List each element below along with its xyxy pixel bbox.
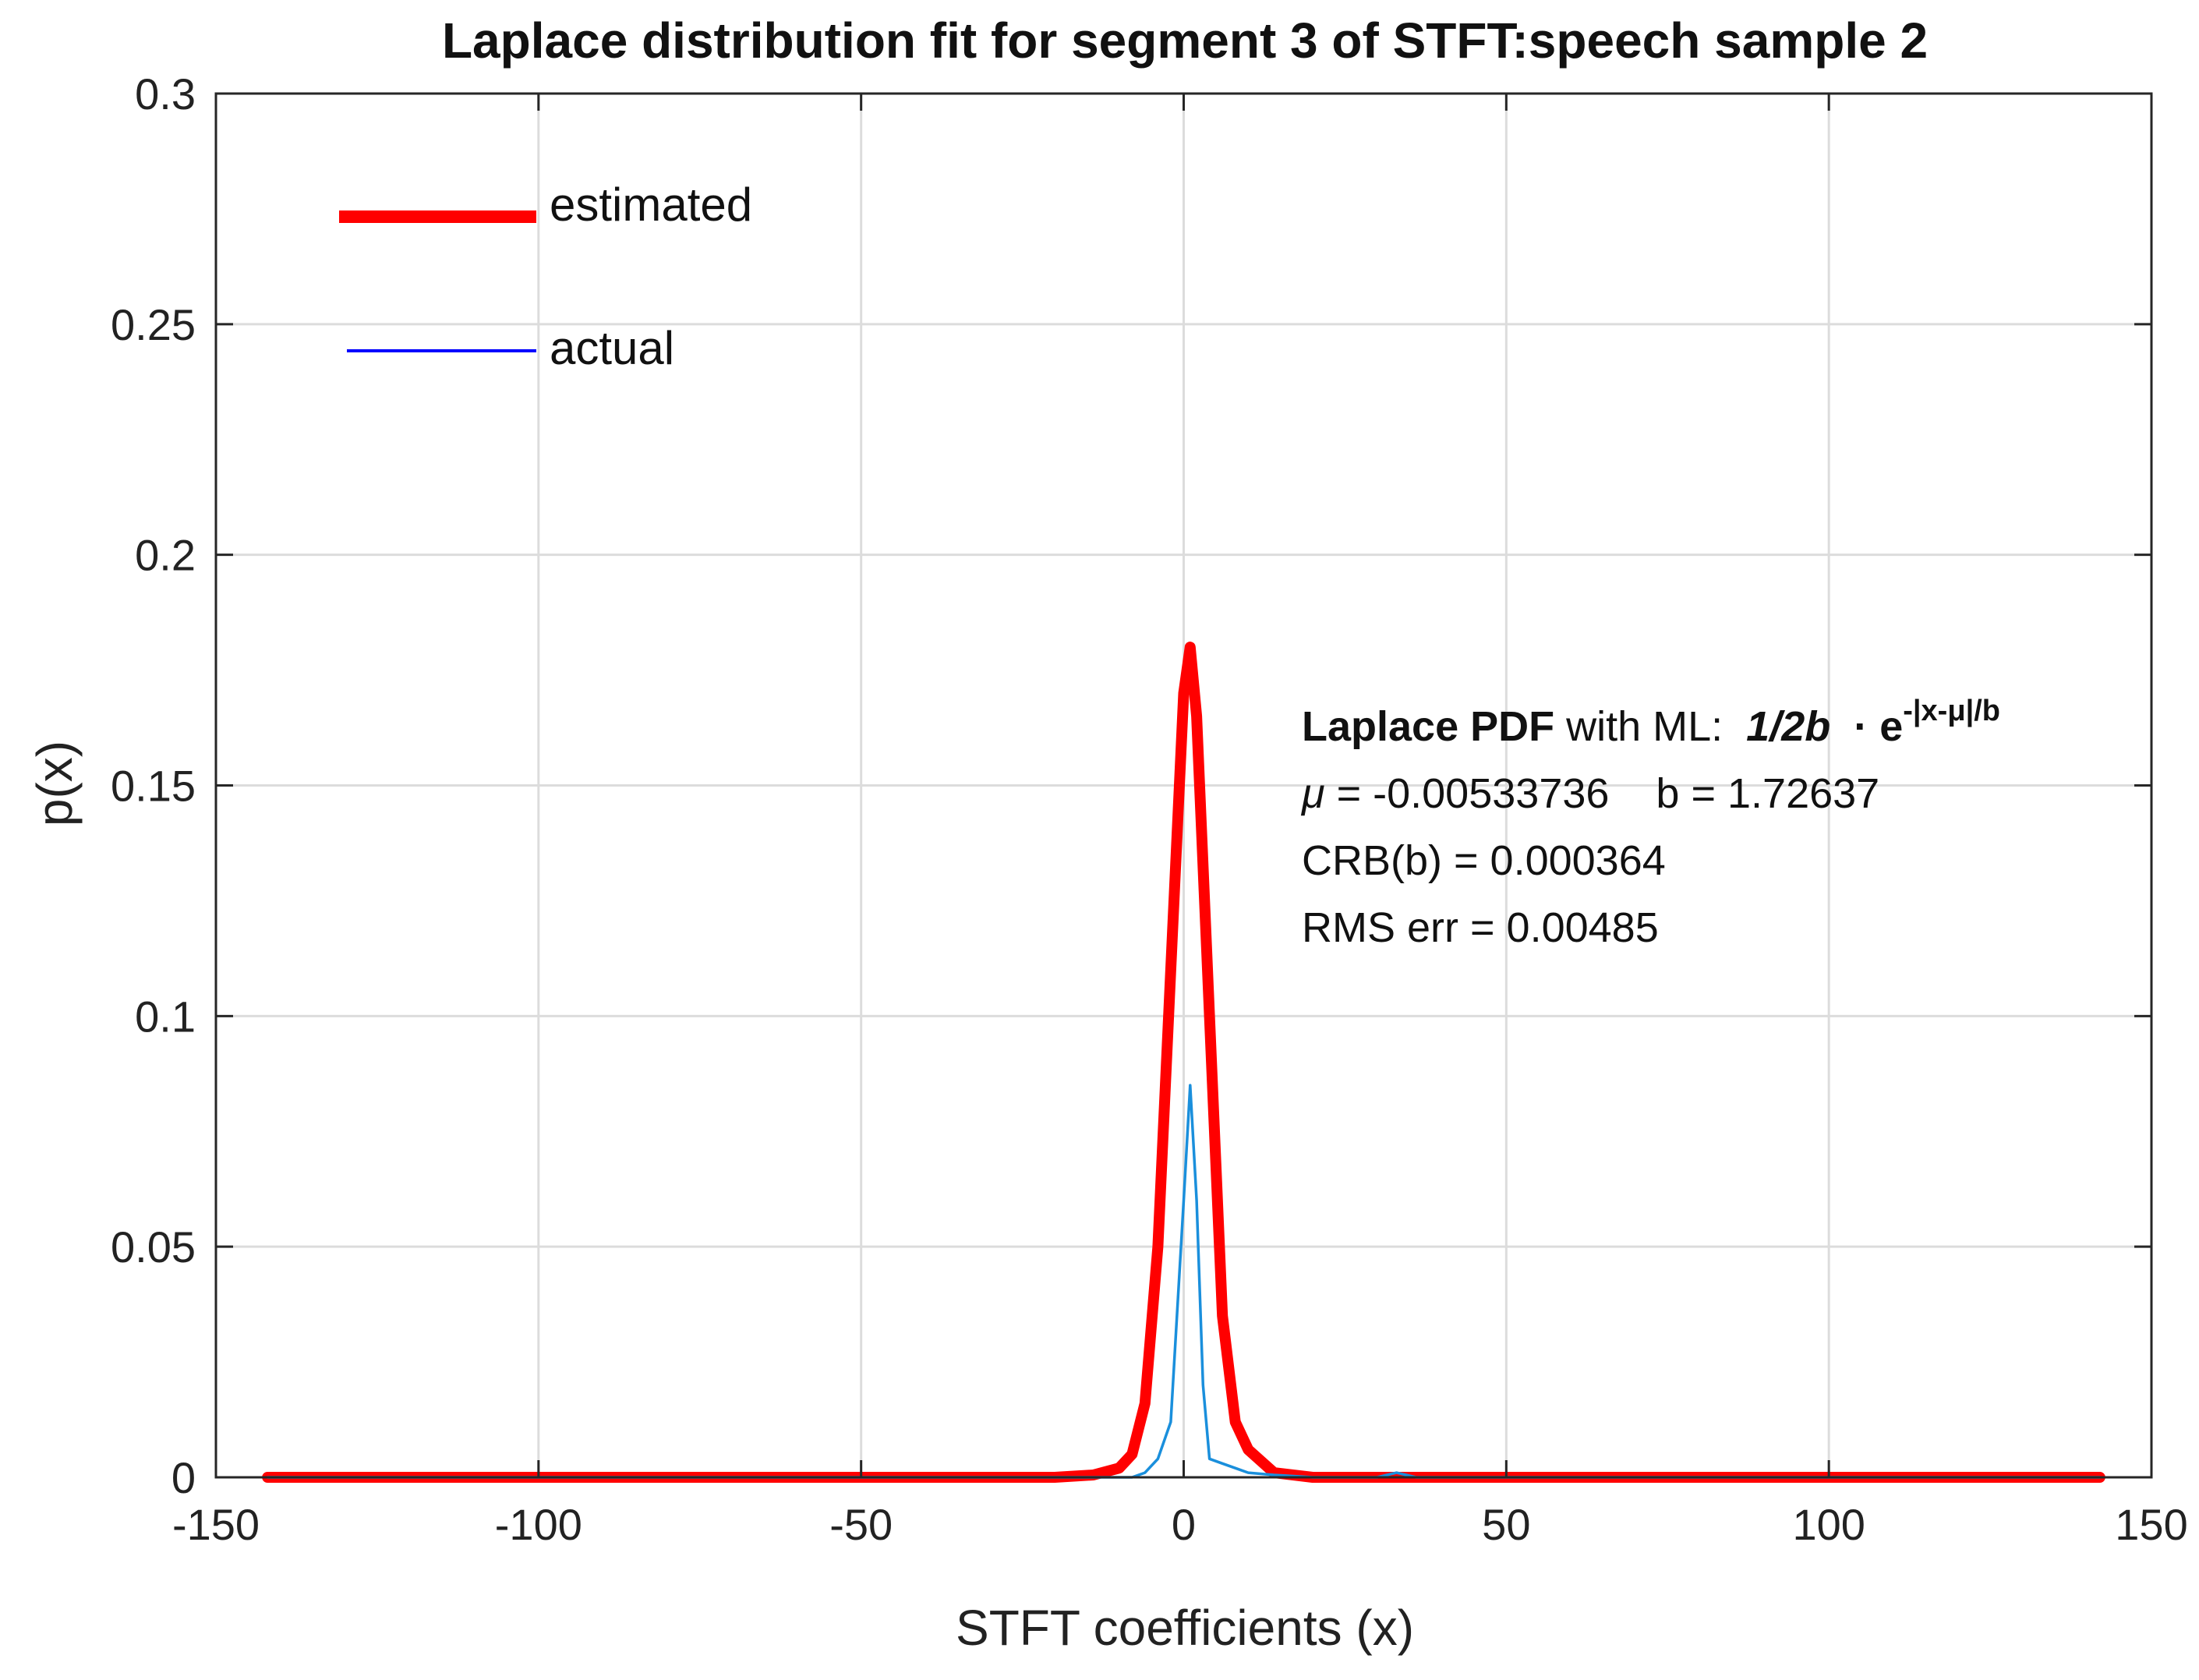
series-layer [262,642,2105,1483]
annotation-formula-exp: · e [1830,703,1903,750]
chart-title: Laplace distribution fit for segment 3 o… [442,12,1928,69]
y-tick-label: 0.2 [135,531,196,580]
annotation-mu-symbol: μ [1300,770,1325,817]
annotation-formula: 1/2b [1746,703,1830,750]
y-axis-label: p(x) [27,741,83,826]
annotation-rms: RMS err = 0.00485 [1302,904,1659,951]
x-tick-labels: -150 -100 -50 0 50 100 150 [172,1500,2188,1549]
x-axis-label: STFT coefficients (x) [956,1600,1414,1656]
x-tick-label: -50 [829,1500,893,1549]
plot-border [214,92,2153,1479]
annotation-ml-text: with ML: [1554,703,1746,750]
legend-estimated-label: estimated [550,179,752,231]
x-tick-label: -100 [495,1500,582,1549]
annotation-mu-b-values: = -0.00533736 b = 1.72637 [1325,770,1880,817]
series-estimated-line [262,642,2105,1483]
y-tick-label: 0 [171,1453,196,1502]
x-tick-label: 100 [1792,1500,1865,1549]
annotation-line-1: Laplace PDF with ML: 1/2b · e-|x-μ|/b [1302,695,2000,750]
annotation-title: Laplace PDF [1302,703,1554,750]
annotation-formula-superscript: -|x-μ|/b [1903,695,2000,727]
y-tick-labels: 0 0.05 0.1 0.15 0.2 0.25 0.3 [111,69,196,1502]
annotation-crb: CRB(b) = 0.000364 [1302,837,1666,884]
y-tick-label: 0.3 [135,69,196,118]
y-tick-label: 0.15 [111,762,196,811]
x-tick-label: 0 [1172,1500,1196,1549]
y-tick-label: 0.25 [111,300,196,349]
x-tick-label: 150 [2115,1500,2187,1549]
series-actual-line [266,1084,2102,1479]
y-tick-label: 0.05 [111,1222,196,1271]
fit-annotation: Laplace PDF with ML: 1/2b · e-|x-μ|/b μ … [1300,695,2000,951]
legend-actual-label: actual [550,322,674,374]
y-tick-label: 0.1 [135,992,196,1041]
legend: estimated actual [339,179,752,374]
axes [214,92,2153,1479]
x-tick-label: 50 [1482,1500,1530,1549]
x-tick-label: -150 [172,1500,260,1549]
annotation-line-2: μ = -0.00533736 b = 1.72637 [1300,770,1879,817]
